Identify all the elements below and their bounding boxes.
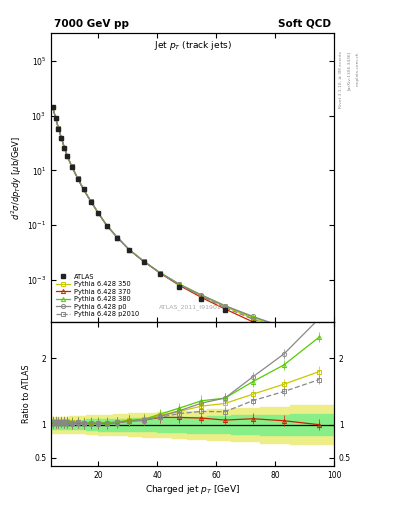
Y-axis label: $d^2\sigma/dp_{T}dy$ [$\mu$b/GeV]: $d^2\sigma/dp_{T}dy$ [$\mu$b/GeV]: [10, 135, 24, 220]
Text: [arXiv:1306.3436]: [arXiv:1306.3436]: [347, 51, 351, 91]
Text: Rivet 3.1.10, ≥ 3M events: Rivet 3.1.10, ≥ 3M events: [339, 51, 343, 108]
Text: Jet $p_{T}$ (track jets): Jet $p_{T}$ (track jets): [154, 39, 231, 52]
Text: ATLAS_2011_I919017: ATLAS_2011_I919017: [159, 305, 226, 310]
Text: Soft QCD: Soft QCD: [278, 19, 331, 29]
Text: mcplots.cern.ch: mcplots.cern.ch: [356, 51, 360, 86]
Text: 7000 GeV pp: 7000 GeV pp: [54, 19, 129, 29]
X-axis label: Charged jet $p_{T}$ [GeV]: Charged jet $p_{T}$ [GeV]: [145, 482, 240, 496]
Y-axis label: Ratio to ATLAS: Ratio to ATLAS: [22, 365, 31, 423]
Legend: ATLAS, Pythia 6.428 350, Pythia 6.428 370, Pythia 6.428 380, Pythia 6.428 p0, Py: ATLAS, Pythia 6.428 350, Pythia 6.428 37…: [54, 272, 140, 318]
